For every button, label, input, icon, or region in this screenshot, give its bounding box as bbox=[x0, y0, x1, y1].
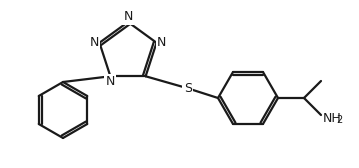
Text: N: N bbox=[90, 36, 99, 49]
Text: N: N bbox=[106, 75, 115, 88]
Text: NH: NH bbox=[323, 112, 342, 124]
Text: S: S bbox=[184, 82, 192, 95]
Text: 2: 2 bbox=[336, 115, 342, 125]
Text: N: N bbox=[123, 10, 133, 24]
Text: N: N bbox=[157, 36, 166, 49]
